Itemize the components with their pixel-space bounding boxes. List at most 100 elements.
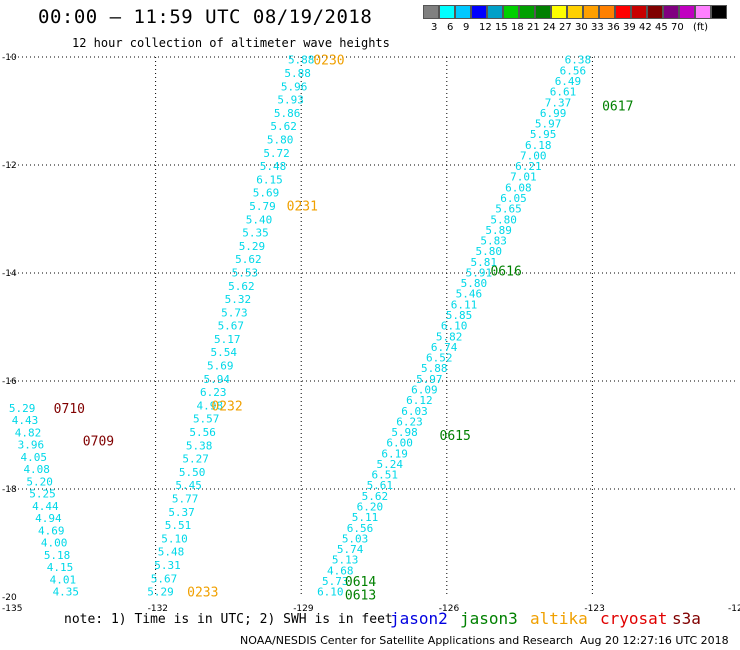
colorbar-label: 30: [575, 22, 588, 33]
timestamp-text: Aug 20 12:27:16 UTC 2018: [580, 634, 729, 647]
lat-tick-label: -12: [2, 161, 17, 171]
wave-height-value: 5.57: [193, 413, 220, 426]
lon-tick-label: -126: [439, 604, 460, 614]
colorbar-label: 24: [543, 22, 556, 33]
wave-height-value: 5.81: [471, 256, 498, 269]
map-subtitle: 12 hour collection of altimeter wave hei…: [72, 36, 390, 50]
wave-height-value: 5.32: [225, 293, 252, 306]
colorbar-swatch: [455, 5, 471, 19]
wave-height-value: 5.65: [495, 203, 522, 216]
wave-height-value: 6.11: [451, 298, 478, 311]
wave-height-value: 6.03: [401, 405, 428, 418]
mission-s3a: s3a: [672, 609, 701, 628]
wave-height-value: 5.50: [179, 466, 206, 479]
mission-jason2: jason2: [390, 609, 448, 628]
wave-height-value: 4.08: [23, 463, 50, 476]
wave-height-value: 4.43: [12, 414, 39, 427]
credit-text: NOAA/NESDIS Center for Satellite Applica…: [240, 634, 574, 647]
wave-height-value: 6.18: [525, 139, 552, 152]
wave-height-value: 5.73: [221, 306, 248, 319]
wave-height-value: 5.17: [214, 333, 241, 346]
colorbar-swatch: [535, 5, 551, 19]
wave-height-value: 4.05: [21, 451, 48, 464]
wave-height-value: 5.10: [161, 532, 188, 545]
wave-height-value: 5.37: [168, 506, 195, 519]
wave-height-value: 5.62: [362, 490, 389, 503]
wave-height-value: 7.01: [510, 171, 537, 184]
wave-height-value: 6.21: [515, 160, 542, 173]
wave-height-value: 6.23: [396, 415, 423, 428]
colorbar-label: 12: [479, 22, 492, 33]
footer-note: note: 1) Time is in UTC; 2) SWH is in fe…: [64, 612, 393, 627]
wave-height-value: 4.68: [327, 564, 354, 577]
wave-height-value: 5.89: [485, 224, 512, 237]
colorbar-swatch: [615, 5, 631, 19]
wave-height-value: 7.37: [545, 96, 572, 109]
pass-time-label: 0233: [187, 586, 218, 601]
wave-height-map: -135 -132 -129 -126 -123 -12 -10 -12 -14 -16 -18 -2…: [2, 53, 740, 614]
colorbar-label: 3: [431, 22, 438, 33]
lat-tick-label: -18: [2, 485, 17, 495]
wave-height-value: 5.67: [218, 320, 245, 333]
wave-height-value: 5.48: [260, 160, 287, 173]
pass-time-label: 0615: [440, 429, 471, 444]
lon-tick-label: -123: [584, 604, 604, 614]
wave-height-value: 5.85: [446, 309, 473, 322]
wave-height-value: 5.29: [239, 240, 266, 253]
pass-time-label: 0709: [83, 434, 114, 449]
colorbar-label: 70: [671, 22, 684, 33]
colorbar-swatch: [487, 5, 503, 19]
wave-height-value: 6.10: [441, 320, 468, 333]
wave-height-value: 7.00: [520, 149, 547, 162]
pass-time-label: 0710: [54, 402, 85, 417]
colorbar-label: 9: [463, 22, 470, 33]
lat-tick-label: -16: [2, 377, 17, 387]
wave-height-value: 5.48: [158, 546, 185, 559]
colorbar-swatch: [583, 5, 599, 19]
wave-height-value: 5.18: [44, 549, 71, 562]
colorbar-swatch: [711, 5, 727, 19]
colorbar-label: 18: [511, 22, 524, 33]
wave-height-value: 6.56: [347, 522, 374, 535]
mission-jason3: jason3: [460, 609, 518, 628]
wave-height-value: 4.00: [41, 537, 68, 550]
colorbar-label: 33: [591, 22, 604, 33]
colorbar-swatch: [503, 5, 519, 19]
wave-height-value: 5.74: [337, 543, 364, 556]
wave-height-value: 5.73: [322, 575, 349, 588]
wave-height-value: 6.99: [540, 107, 567, 120]
wave-height-value: 5.56: [189, 426, 216, 439]
colorbar-swatch: [695, 5, 711, 19]
wave-height-value: 5.29: [9, 402, 36, 415]
lat-tick-label: -14: [2, 269, 17, 279]
wave-height-value: 6.00: [386, 437, 413, 450]
colorbar-label: 27: [559, 22, 572, 33]
wave-height-value: 5.62: [270, 120, 297, 133]
wave-height-value: 5.40: [246, 213, 273, 226]
wave-height-value: 5.11: [352, 511, 379, 524]
wave-height-value: 5.86: [274, 107, 301, 120]
wave-height-value: 5.72: [263, 147, 290, 160]
wave-height-value: 6.15: [256, 173, 283, 186]
map-title: 00:00 – 11:59 UTC 08/19/2018: [38, 6, 373, 28]
colorbar-swatch: [471, 5, 487, 19]
wave-height-value: 6.10: [317, 586, 344, 599]
colorbar-swatch: [647, 5, 663, 19]
wave-height-value: 5.88: [284, 67, 311, 80]
colorbar-swatch: [519, 5, 535, 19]
wave-height-value: 6.74: [431, 341, 458, 354]
wave-height-value: 5.54: [211, 346, 238, 359]
colorbar-label: 42: [639, 22, 652, 33]
wave-height-value: 4.82: [15, 426, 42, 439]
wave-height-value: 5.96: [281, 80, 308, 93]
wave-height-value: 5.79: [249, 200, 276, 213]
wave-height-value: 4.15: [47, 561, 74, 574]
pass-time-label: 0616: [490, 264, 521, 279]
wave-height-value: 5.20: [26, 475, 53, 488]
wave-height-value: 6.09: [411, 383, 438, 396]
wave-height-value: 5.80: [475, 245, 502, 258]
wave-height-value: 5.83: [480, 235, 507, 248]
wave-height-value: 6.12: [406, 394, 433, 407]
colorbar-label: 45: [655, 22, 668, 33]
wave-height-value: 5.80: [461, 277, 488, 290]
